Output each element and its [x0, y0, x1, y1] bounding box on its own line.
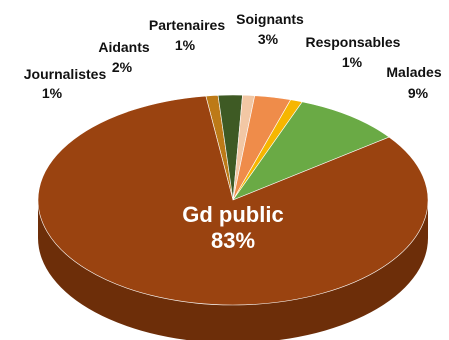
label-responsables-name: Responsables	[306, 34, 401, 50]
label-responsables-value: 1%	[342, 54, 363, 70]
pie-sides	[38, 200, 428, 340]
slice-side-gd-public	[38, 200, 428, 340]
label-aidants-name: Aidants	[98, 39, 150, 55]
label-journalistes-name: Journalistes	[24, 66, 107, 82]
label-soignants-name: Soignants	[236, 11, 304, 27]
pie-slices	[37, 94, 429, 306]
label-partenaires-value: 1%	[175, 37, 196, 53]
label-gd-public-name: Gd public	[182, 202, 283, 227]
label-malades-value: 9%	[408, 85, 429, 101]
label-aidants-value: 2%	[112, 59, 133, 75]
label-soignants-value: 3%	[258, 31, 279, 47]
pie-labels: Gd public 83% Journalistes 1% Aidants 2%…	[24, 11, 442, 253]
slice-malades	[232, 101, 390, 201]
label-gd-public-value: 83%	[211, 228, 255, 253]
label-malades-name: Malades	[386, 64, 441, 80]
label-partenaires-name: Partenaires	[149, 17, 225, 33]
label-journalistes-value: 1%	[42, 85, 63, 101]
slice-gd-public	[37, 95, 429, 306]
